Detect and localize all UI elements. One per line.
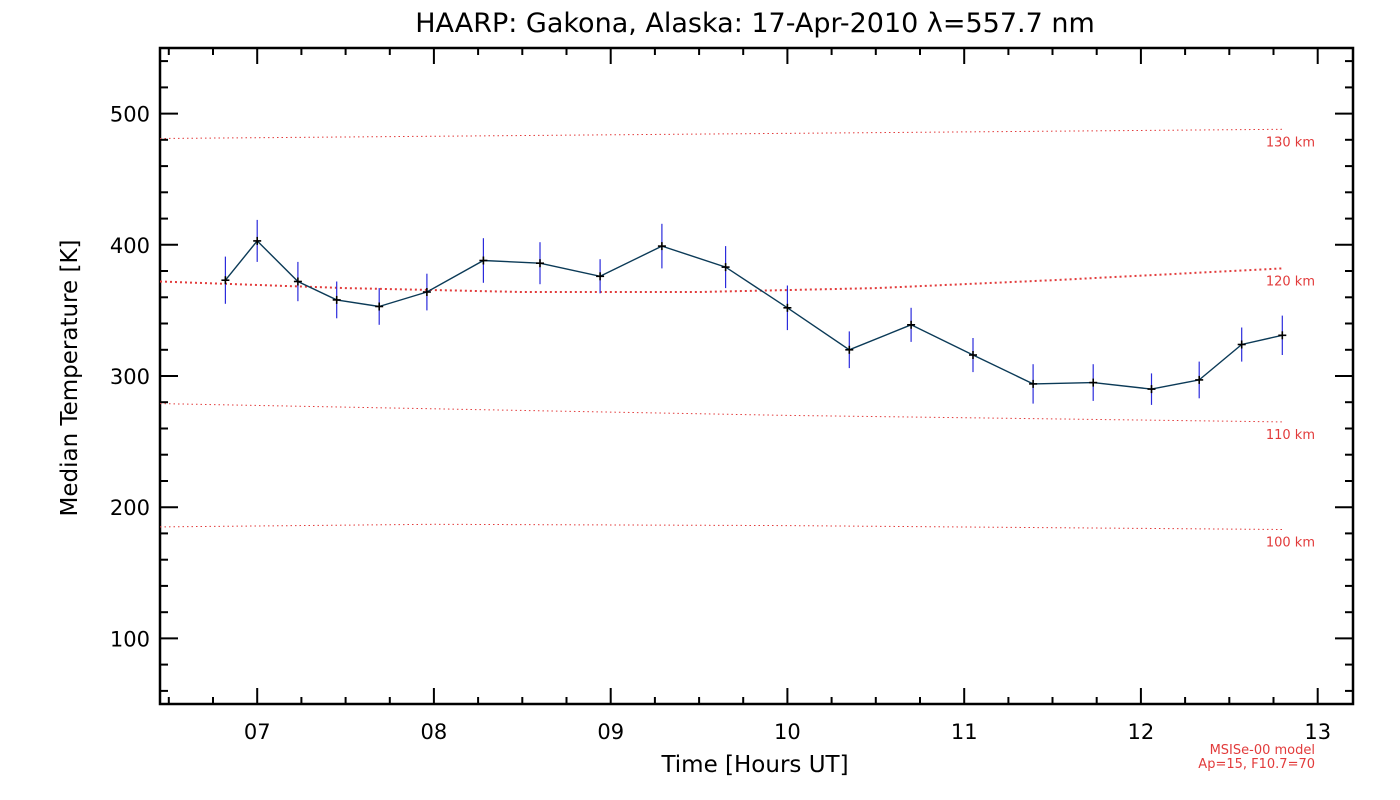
model-line-1 <box>159 267 1283 293</box>
x-tick-label-12: 12 <box>1128 720 1155 744</box>
model-line-label-1: 120 km <box>1266 274 1315 289</box>
axis-ticks: 07 08 09 10 11 12 13 100 200 300 400 500 <box>110 48 1353 744</box>
data-point-14 <box>969 351 977 359</box>
data-point-18 <box>1195 375 1204 384</box>
data-point-2 <box>293 277 302 286</box>
data-point-13 <box>907 320 916 329</box>
data-series <box>221 219 1287 405</box>
x-tick-label-13: 13 <box>1304 720 1331 744</box>
model-line-label-2: 110 km <box>1266 428 1315 443</box>
y-axis-label: Median Temperature [K] <box>57 240 83 517</box>
series-line-0 <box>224 239 1283 390</box>
y-tick-label-400: 400 <box>110 234 150 258</box>
x-tick-label-08: 08 <box>421 720 448 744</box>
x-tick-label-07: 07 <box>244 720 271 744</box>
data-point-11 <box>783 303 792 312</box>
data-point-7 <box>536 259 544 268</box>
y-tick-label-200: 200 <box>110 496 150 520</box>
data-point-9 <box>657 242 666 251</box>
model-line-label-0: 130 km <box>1266 135 1315 150</box>
data-point-4 <box>375 302 384 311</box>
x-tick-label-10: 10 <box>774 720 801 744</box>
x-tick-label-09: 09 <box>597 720 624 744</box>
model-line-0 <box>159 128 1283 139</box>
data-point-19 <box>1237 340 1246 349</box>
data-point-15 <box>1029 379 1038 388</box>
data-point-10 <box>721 263 730 272</box>
model-note-line2: Ap=15, F10.7=70 <box>1198 757 1315 772</box>
data-point-1 <box>253 236 262 245</box>
data-point-6 <box>479 256 488 265</box>
y-tick-label-300: 300 <box>110 365 150 389</box>
y-tick-label-100: 100 <box>110 627 150 651</box>
data-point-20 <box>1278 331 1287 340</box>
x-axis-label: Time [Hours UT] <box>660 752 848 778</box>
x-tick-label-11: 11 <box>951 720 978 744</box>
chart-title: HAARP: Gakona, Alaska: 17-Apr-2010 λ=557… <box>415 8 1095 39</box>
model-line-2 <box>159 403 1283 423</box>
data-point-0 <box>221 276 230 285</box>
model-line-3 <box>159 523 1283 530</box>
y-tick-label-500: 500 <box>110 103 150 127</box>
data-point-12 <box>845 345 854 354</box>
data-point-8 <box>596 272 605 281</box>
data-point-17 <box>1147 385 1156 394</box>
model-line-label-3: 100 km <box>1266 536 1315 551</box>
model-lines: 130 km 120 km 110 km 100 km <box>159 128 1315 551</box>
model-note-line1: MSISe-00 model <box>1210 743 1315 758</box>
plot-frame <box>158 46 1355 706</box>
data-point-5 <box>422 288 431 296</box>
data-point-3 <box>332 295 341 304</box>
data-point-16 <box>1089 378 1098 387</box>
